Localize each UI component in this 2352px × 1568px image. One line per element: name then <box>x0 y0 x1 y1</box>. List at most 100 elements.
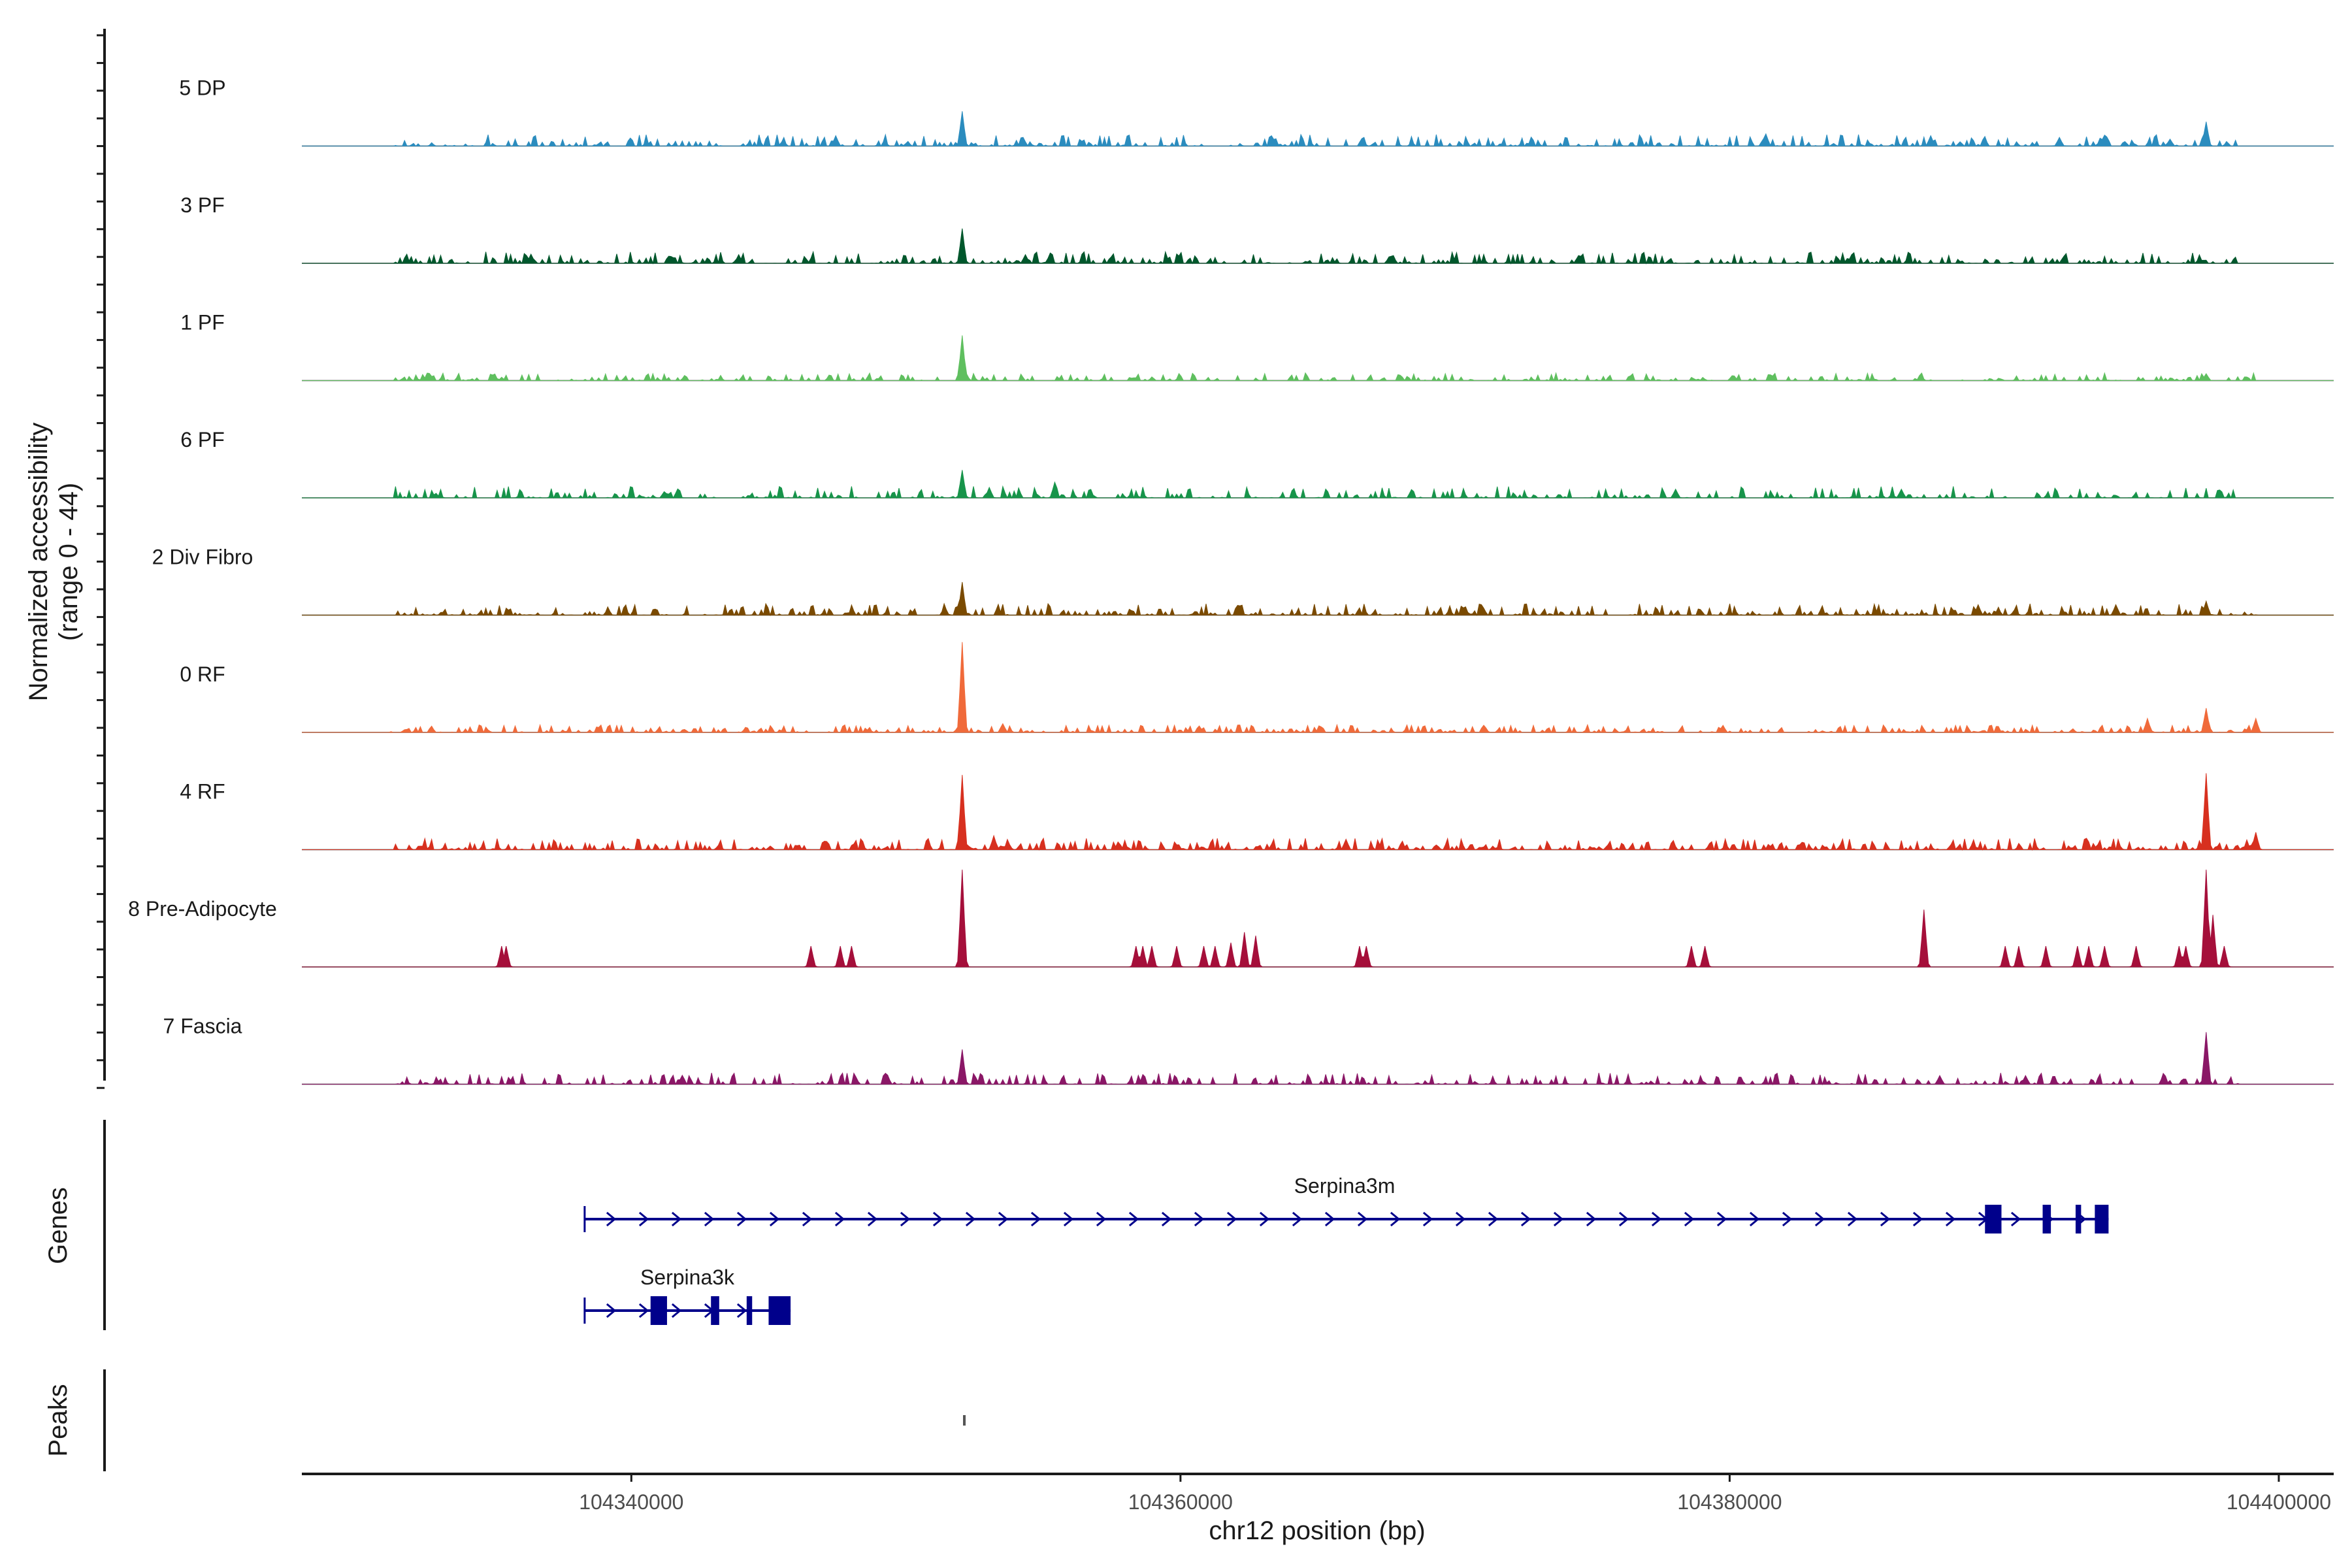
peak-region <box>963 1415 966 1426</box>
coverage-y-ticks <box>97 34 105 1089</box>
track-6-pf: 6 PF <box>180 428 2334 499</box>
strand-chevron <box>2010 1211 2021 1227</box>
track-label: 5 DP <box>179 76 225 100</box>
strand-chevron <box>769 1211 780 1227</box>
strand-chevron <box>638 1303 649 1318</box>
coverage-tracks: 5 DP 3 PF 1 PF 6 PF 2 Div Fibro 0 RF 4 RF 8 Pre… <box>128 76 2334 1086</box>
peak-regions <box>963 1415 966 1426</box>
x-tick-label: 104380000 <box>1677 1490 1782 1514</box>
coverage-area <box>302 470 2334 499</box>
strand-chevron <box>1128 1211 1139 1227</box>
strand-chevron <box>1096 1211 1107 1227</box>
strand-chevron <box>671 1211 682 1227</box>
gene-exon <box>1985 1205 2002 1233</box>
strand-chevron <box>1716 1211 1727 1227</box>
gene-exon <box>711 1296 719 1325</box>
gene-exon <box>2042 1205 2051 1233</box>
gene-exon <box>768 1296 791 1325</box>
gene-exon <box>746 1296 753 1325</box>
track-label: 7 Fascia <box>163 1015 242 1038</box>
strand-chevron <box>1357 1211 1368 1227</box>
strand-chevron <box>1749 1211 1760 1227</box>
strand-chevron <box>638 1211 649 1227</box>
strand-chevron <box>1880 1211 1891 1227</box>
strand-chevron <box>1161 1211 1172 1227</box>
strand-chevron <box>1259 1211 1270 1227</box>
track-7-fascia: 7 Fascia <box>163 1015 2334 1086</box>
track-5-dp: 5 DP <box>179 76 2334 148</box>
genes-panel-title: Genes <box>44 1187 73 1264</box>
strand-chevron <box>1520 1211 1531 1227</box>
track-label: 8 Pre-Adipocyte <box>128 897 277 921</box>
x-axis-title: chr12 position (bp) <box>1209 1516 1425 1545</box>
strand-chevron <box>1618 1211 1629 1227</box>
track-label: 1 PF <box>180 311 225 335</box>
gene-exon <box>650 1296 667 1325</box>
x-axis-ticks: 104340000 104360000 104380000 104400000 <box>579 1474 2331 1514</box>
strand-chevron <box>1455 1211 1466 1227</box>
coverage-area <box>302 581 2334 617</box>
strand-chevron <box>704 1211 715 1227</box>
strand-chevron <box>1651 1211 1662 1227</box>
track-label: 6 PF <box>180 428 225 451</box>
strand-chevron <box>1945 1211 1956 1227</box>
coverage-area <box>302 228 2334 265</box>
gene-label: Serpina3k <box>640 1266 735 1289</box>
strand-chevron <box>998 1211 1009 1227</box>
track-0-rf: 0 RF <box>180 642 2334 734</box>
strand-chevron <box>1226 1211 1237 1227</box>
gene-models: Serpina3m Serpina3k <box>583 1174 2109 1325</box>
track-8-pre-adipocyte: 8 Pre-Adipocyte <box>128 870 2334 968</box>
strand-chevron <box>1847 1211 1858 1227</box>
coverage-area <box>302 642 2334 734</box>
gene-exon <box>2095 1205 2109 1233</box>
coverage-y-title: Normalized accessibility (range 0 - 44) <box>24 423 83 702</box>
strand-chevron <box>1390 1211 1401 1227</box>
strand-chevron <box>1814 1211 1825 1227</box>
gene-exon <box>2075 1205 2082 1233</box>
track-label: 2 Div Fibro <box>152 546 253 569</box>
y-axis-title-line2: (range 0 - 44) <box>54 483 83 641</box>
strand-chevron <box>1586 1211 1597 1227</box>
y-axis-title-line1: Normalized accessibility <box>24 423 53 702</box>
track-label: 4 RF <box>180 780 225 804</box>
strand-chevron <box>1194 1211 1205 1227</box>
strand-chevron <box>1422 1211 1433 1227</box>
track-4-rf: 4 RF <box>180 773 2334 851</box>
gene-serpina3k: Serpina3k <box>583 1266 791 1325</box>
track-2-div-fibro: 2 Div Fibro <box>152 546 2334 617</box>
strand-chevron <box>1912 1211 1923 1227</box>
strand-chevron <box>671 1303 682 1318</box>
coverage-area <box>302 335 2334 382</box>
track-3-pf: 3 PF <box>180 193 2334 265</box>
track-1-pf: 1 PF <box>180 311 2334 382</box>
x-tick-label: 104360000 <box>1128 1490 1233 1514</box>
strand-chevron <box>834 1211 845 1227</box>
peaks-panel-title: Peaks <box>44 1384 73 1456</box>
strand-chevron <box>1292 1211 1303 1227</box>
strand-chevron <box>1488 1211 1499 1227</box>
strand-chevron <box>606 1211 617 1227</box>
coverage-area <box>302 1032 2334 1086</box>
x-tick-label: 104400000 <box>2227 1490 2331 1514</box>
strand-chevron <box>802 1211 813 1227</box>
track-label: 0 RF <box>180 662 225 686</box>
strand-chevron <box>932 1211 943 1227</box>
strand-chevron <box>965 1211 976 1227</box>
strand-chevron <box>736 1211 747 1227</box>
strand-chevron <box>1782 1211 1793 1227</box>
track-label: 3 PF <box>180 193 225 217</box>
coverage-area <box>302 773 2334 851</box>
strand-chevron <box>1030 1211 1041 1227</box>
strand-chevron <box>1684 1211 1695 1227</box>
x-tick-label: 104340000 <box>579 1490 683 1514</box>
gene-serpina3m: Serpina3m <box>583 1174 2109 1233</box>
strand-chevron <box>1324 1211 1335 1227</box>
strand-chevron <box>1063 1211 1074 1227</box>
strand-chevron <box>736 1303 747 1318</box>
strand-chevron <box>606 1303 617 1318</box>
strand-chevron <box>900 1211 911 1227</box>
strand-chevron <box>1553 1211 1564 1227</box>
gene-label: Serpina3m <box>1294 1174 1396 1198</box>
